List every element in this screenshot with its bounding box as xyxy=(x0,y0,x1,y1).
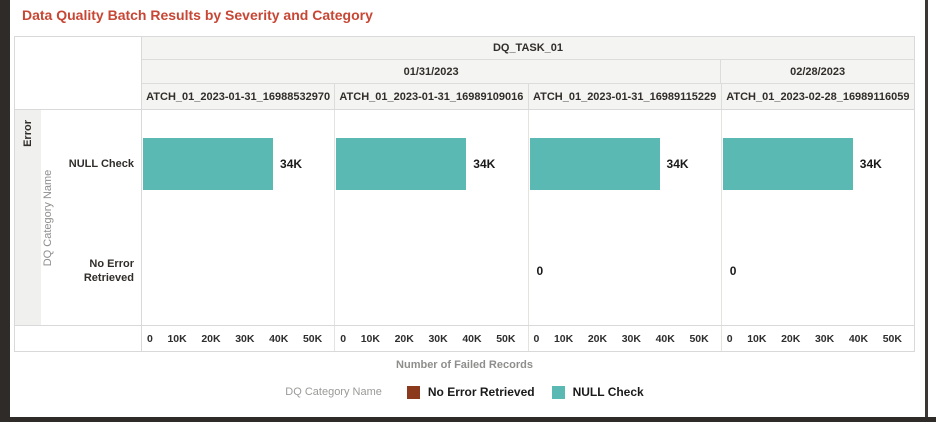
x-axis-tick: 0 xyxy=(533,332,540,345)
task-header: DQ_TASK_01 xyxy=(492,41,564,54)
bar-null-check[interactable] xyxy=(529,137,660,190)
y-axis-title: DQ Category Name xyxy=(42,169,54,266)
trellis-header: DQ_TASK_01 01/31/2023 02/28/2023 ATCH_01… xyxy=(15,37,914,110)
x-axis-tick: 20K xyxy=(394,332,414,345)
severity-row-label: Error xyxy=(22,120,34,147)
bar-value-label: 0 xyxy=(536,264,544,279)
bar-value-label: 34K xyxy=(280,156,303,171)
window-frame-left xyxy=(0,0,10,422)
x-axis-tick: 10K xyxy=(553,332,574,345)
x-axis-tick: 0 xyxy=(340,332,347,345)
batch-column-header: ATCH_01_2023-01-31_16988532970 xyxy=(146,90,331,103)
x-axis-panel-4: 0 10K 20K 30K 40K 50K xyxy=(720,326,914,351)
date-header-row: 01/31/2023 02/28/2023 xyxy=(142,59,914,85)
chart-title: Data Quality Batch Results by Severity a… xyxy=(22,7,373,23)
x-axis-tick: 50K xyxy=(302,332,323,345)
category-axis: DQ Category Name NULL Check No Error Ret… xyxy=(41,110,142,325)
batch-header-row: ATCH_01_2023-01-31_16988532970 ATCH_01_2… xyxy=(142,84,914,109)
task-header-row: DQ_TASK_01 xyxy=(142,37,914,60)
x-axis-tick: 50K xyxy=(882,332,902,345)
bar-value-label: 0 xyxy=(729,264,737,279)
x-axis-tick: 0 xyxy=(147,332,153,345)
legend-item-null-check[interactable]: NULL Check xyxy=(551,385,644,399)
batch-column-header: ATCH_01_2023-02-28_16989116059 xyxy=(720,84,914,109)
x-axis-tick: 30K xyxy=(235,332,255,345)
legend-swatch-no-error-retrieved xyxy=(406,385,420,399)
bar-value-label: 34K xyxy=(859,156,882,171)
bar-null-check[interactable] xyxy=(336,137,467,190)
chart-panel-4: 34K 0 xyxy=(720,110,914,325)
window-frame-right xyxy=(925,0,928,417)
x-axis-tick: 20K xyxy=(781,332,801,345)
x-axis-tick: 30K xyxy=(621,332,641,345)
batch-column-header: ATCH_01_2023-01-31_16989109016 xyxy=(334,84,527,109)
chart-panel-3: 34K 0 xyxy=(527,110,721,325)
chart-panel-1: 34K xyxy=(142,110,334,325)
x-axis-tick: 20K xyxy=(587,332,608,345)
window-frame-bottom xyxy=(0,417,936,422)
bar-null-check[interactable] xyxy=(143,137,274,190)
x-axis-row: 0 10K 20K 30K 40K 50K 0 10K 20K 30K 40K … xyxy=(15,325,914,351)
severity-band: Error xyxy=(15,110,41,325)
x-axis-tick: 40K xyxy=(655,332,675,345)
x-axis-tick: 40K xyxy=(269,332,289,345)
x-axis-tick: 10K xyxy=(360,332,380,345)
x-axis-tick: 40K xyxy=(848,332,869,345)
x-axis-tick: 30K xyxy=(428,332,448,345)
category-label-null-check: NULL Check xyxy=(68,157,134,170)
legend: DQ Category Name No Error Retrieved NULL… xyxy=(14,385,915,399)
header-corner-cell xyxy=(15,37,142,109)
legend-title: DQ Category Name xyxy=(285,386,382,398)
x-axis-tick: 50K xyxy=(689,332,709,345)
x-axis-tick: 10K xyxy=(167,332,187,345)
x-axis-tick: 10K xyxy=(747,332,767,345)
x-axis-panel-1: 0 10K 20K 30K 40K 50K xyxy=(142,326,334,351)
trellis-chart: DQ_TASK_01 01/31/2023 02/28/2023 ATCH_01… xyxy=(14,36,915,352)
x-axis-panel-3: 0 10K 20K 30K 40K 50K xyxy=(527,326,721,351)
x-axis-panel-2: 0 10K 20K 30K 40K 50K xyxy=(334,326,527,351)
date-group-header: 01/31/2023 xyxy=(403,65,459,78)
date-group-header: 02/28/2023 xyxy=(720,59,914,84)
trellis-body: Error DQ Category Name NULL Check No Err… xyxy=(15,110,914,325)
x-axis-tick: 0 xyxy=(726,332,733,345)
bar-null-check[interactable] xyxy=(722,137,853,190)
x-axis-tick: 30K xyxy=(814,332,835,345)
chart-panel-2: 34K xyxy=(334,110,527,325)
bar-value-label: 34K xyxy=(473,156,496,171)
legend-swatch-null-check xyxy=(551,385,565,399)
category-label-no-error-retrieved: No Error Retrieved xyxy=(83,257,134,285)
bar-value-label: 34K xyxy=(666,156,689,171)
x-axis-title: Number of Failed Records xyxy=(396,359,533,371)
x-axis-tick: 20K xyxy=(201,332,221,345)
legend-item-no-error-retrieved[interactable]: No Error Retrieved xyxy=(406,385,535,399)
x-axis-tick: 50K xyxy=(496,332,516,345)
x-axis-tick: 40K xyxy=(462,332,482,345)
batch-column-header: ATCH_01_2023-01-31_16989115229 xyxy=(527,84,721,109)
